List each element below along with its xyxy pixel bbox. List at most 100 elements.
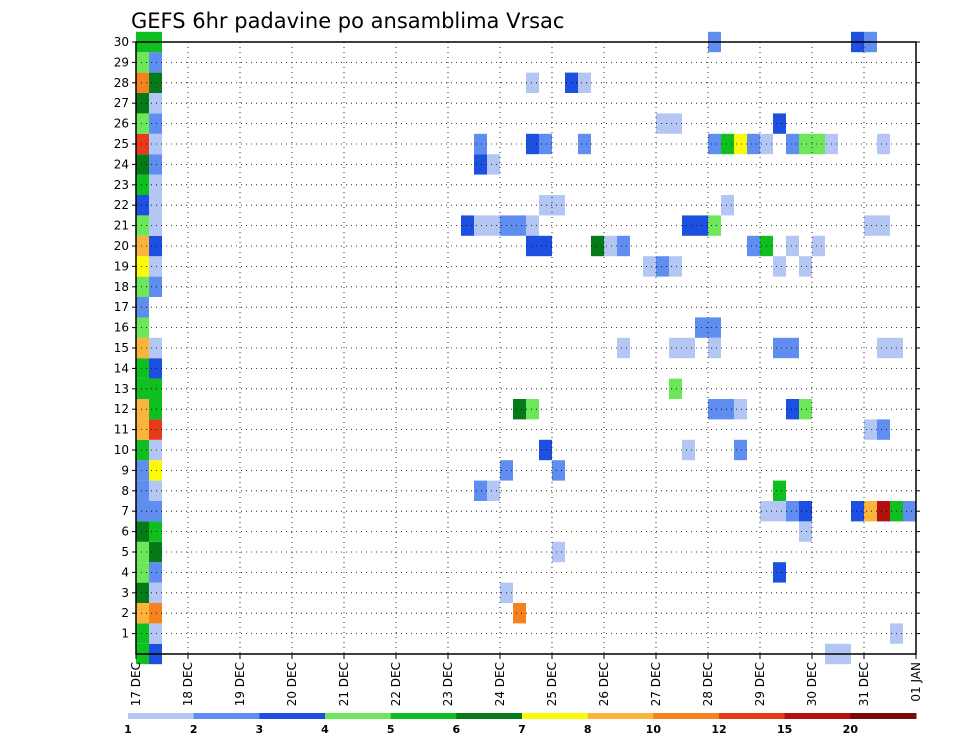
heatmap-cell xyxy=(149,541,162,563)
heatmap-cell xyxy=(136,603,149,624)
y-tick-label: 14 xyxy=(114,361,129,375)
heatmap-cell xyxy=(851,501,864,522)
heatmap-cell xyxy=(786,501,799,522)
heatmap-cell xyxy=(773,337,786,359)
heatmap-cell xyxy=(474,154,487,175)
colorbar-label: 3 xyxy=(256,723,264,736)
heatmap-cell xyxy=(877,215,890,236)
heatmap-cell xyxy=(682,337,695,359)
y-tick-label: 23 xyxy=(114,178,129,192)
y-tick-label: 21 xyxy=(114,219,129,233)
heatmap-cell xyxy=(786,133,799,155)
heatmap-cell xyxy=(136,541,149,563)
heatmap-cell xyxy=(734,399,747,420)
heatmap-cell xyxy=(773,256,786,277)
heatmap-cell xyxy=(877,337,890,359)
heatmap-cell xyxy=(149,501,162,522)
colorbar-swatch xyxy=(193,713,260,719)
heatmap-cell xyxy=(149,113,162,134)
x-tick-label: 19 DEC xyxy=(233,662,247,706)
y-tick-label: 16 xyxy=(114,321,129,335)
heatmap-cell xyxy=(617,235,630,257)
y-tick-label: 4 xyxy=(121,565,129,579)
heatmap-cell xyxy=(149,133,162,155)
heatmap-cell xyxy=(786,399,799,420)
heatmap-cell xyxy=(799,399,812,420)
heatmap-cell xyxy=(149,215,162,236)
heatmap-cell xyxy=(708,215,721,236)
colorbar-swatch xyxy=(522,713,589,719)
y-tick-label: 26 xyxy=(114,117,129,131)
colorbar-label: 4 xyxy=(321,723,329,736)
heatmap-cell xyxy=(669,337,682,359)
heatmap-cell xyxy=(578,133,591,155)
heatmap-cell xyxy=(786,235,799,257)
heatmap-cell xyxy=(136,358,149,379)
x-tick-label: 22 DEC xyxy=(389,662,403,706)
x-axis-ticks: 17 DEC 18 DEC 19 DEC 20 DEC 21 DEC 22 DEC 23 D… xyxy=(129,654,923,706)
y-tick-label: 17 xyxy=(114,300,129,314)
heatmap-cell xyxy=(136,501,149,522)
heatmap-cell xyxy=(721,195,734,216)
heatmap-cell xyxy=(149,276,162,297)
heatmap-cell xyxy=(669,113,682,134)
x-tick-label: 28 DEC xyxy=(701,662,715,706)
heatmap-cell xyxy=(149,521,162,542)
x-tick-label: 24 DEC xyxy=(493,662,507,706)
colorbar-swatch xyxy=(456,713,523,719)
heatmap-cell xyxy=(149,480,162,501)
heatmap-cell xyxy=(799,256,812,277)
heatmap-cell xyxy=(799,501,812,522)
y-tick-label: 19 xyxy=(114,259,129,273)
heatmap-cell xyxy=(708,317,721,338)
heatmap-cell xyxy=(136,297,149,318)
heatmap-cell xyxy=(526,235,539,257)
heatmap-cell xyxy=(136,562,149,583)
heatmap-cells xyxy=(136,31,916,665)
heatmap-cell xyxy=(513,399,526,420)
heatmap-cell xyxy=(864,419,877,440)
heatmap-cell xyxy=(773,480,786,501)
heatmap-cell xyxy=(526,133,539,155)
heatmap-cell xyxy=(877,501,890,522)
heatmap-cell xyxy=(604,235,617,257)
colorbar-swatch xyxy=(784,713,851,719)
heatmap-cell xyxy=(721,399,734,420)
heatmap-cell xyxy=(812,235,825,257)
heatmap-cell xyxy=(773,113,786,134)
x-tick-label: 01 JAN xyxy=(909,662,923,702)
heatmap-cell xyxy=(474,215,487,236)
heatmap-cell xyxy=(591,235,604,257)
heatmap-cell xyxy=(136,460,149,481)
heatmap-cell xyxy=(149,358,162,379)
heatmap-cell xyxy=(539,133,552,155)
heatmap-cell xyxy=(136,72,149,93)
heatmap-cell xyxy=(656,256,669,277)
heatmap-cell xyxy=(136,419,149,440)
x-tick-label: 26 DEC xyxy=(597,662,611,706)
colorbar: 1 2 3 4 5 6 7 8 10 12 15 20 xyxy=(124,713,917,736)
colorbar-swatch xyxy=(719,713,786,719)
heatmap-cell xyxy=(136,133,149,155)
heatmap-cell xyxy=(461,215,474,236)
heatmap-cell xyxy=(149,623,162,644)
colorbar-swatch xyxy=(259,713,326,719)
heatmap-cell xyxy=(136,582,149,603)
x-tick-label: 27 DEC xyxy=(649,662,663,706)
heatmap-cell xyxy=(682,439,695,461)
colorbar-swatch xyxy=(587,713,654,719)
heatmap-cell xyxy=(721,133,734,155)
heatmap-cell xyxy=(149,439,162,461)
colorbar-swatch xyxy=(390,713,457,719)
y-tick-label: 6 xyxy=(121,525,129,539)
colorbar-label: 5 xyxy=(387,723,395,736)
y-tick-label: 7 xyxy=(121,504,129,518)
heatmap-cell xyxy=(136,215,149,236)
heatmap-cell xyxy=(539,195,552,216)
y-axis-ticks: 1234567891011121314151617181920212223242… xyxy=(114,35,920,641)
y-tick-label: 18 xyxy=(114,280,129,294)
heatmap-cell xyxy=(552,460,565,481)
heatmap-cell xyxy=(539,235,552,257)
y-tick-label: 15 xyxy=(114,341,129,355)
heatmap-cell xyxy=(136,337,149,359)
